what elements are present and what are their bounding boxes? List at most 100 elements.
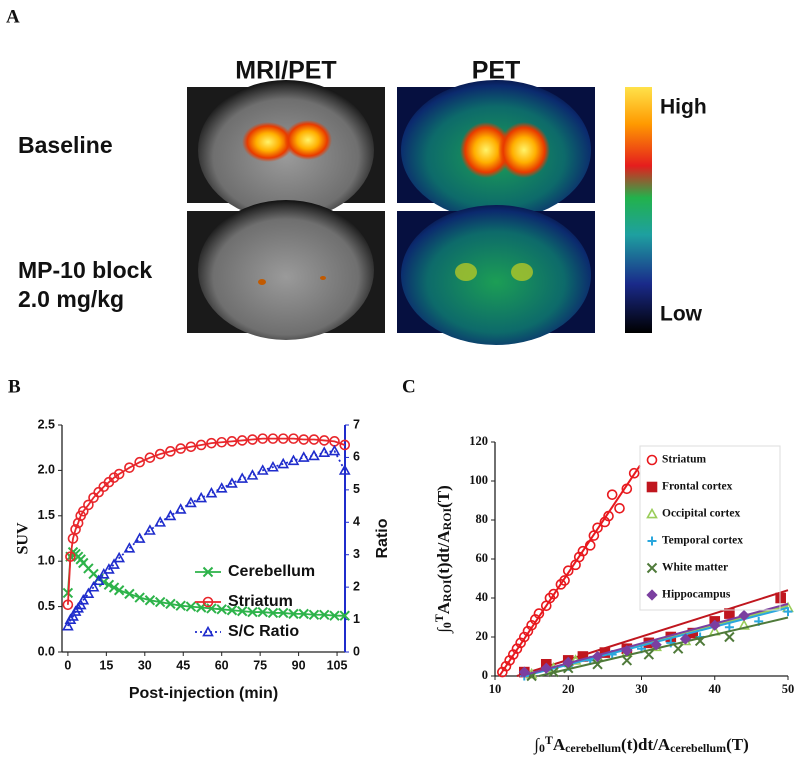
marker <box>113 468 125 480</box>
marker <box>288 433 299 444</box>
axis-label-part: cerebellum <box>565 741 621 755</box>
marker <box>206 603 217 614</box>
y-tick-label: 80 <box>476 512 489 526</box>
marker <box>62 619 74 631</box>
marker <box>277 433 289 444</box>
marker <box>628 467 640 479</box>
legend-label: Striatum <box>662 454 707 466</box>
marker <box>724 631 735 643</box>
marker <box>562 656 574 668</box>
mri-pet-block <box>187 200 385 340</box>
marker <box>603 510 614 522</box>
marker <box>540 662 552 674</box>
x-tick-label: 0 <box>64 658 71 672</box>
marker <box>606 489 618 500</box>
marker <box>108 558 120 569</box>
marker <box>584 540 596 551</box>
y2-tick-label: 3 <box>353 547 360 561</box>
x-tick-label: 90 <box>292 658 306 672</box>
y-tick-label: 2.0 <box>38 463 55 477</box>
fit-line <box>538 616 789 677</box>
marker <box>216 436 228 448</box>
y-tick-label: 20 <box>476 629 489 643</box>
marker <box>247 606 258 618</box>
marker <box>298 434 310 445</box>
panel-label: B <box>8 376 21 397</box>
fit-line <box>516 589 789 677</box>
pet-block <box>397 205 595 345</box>
x-tick-label: 45 <box>176 658 190 672</box>
pet-baseline <box>397 80 595 220</box>
column-header: MRI/PET <box>235 57 336 85</box>
legend-label: Striatum <box>228 593 293 610</box>
legend-label: Cerebellum <box>228 563 315 580</box>
y-tick-label: 0 <box>482 668 488 682</box>
x-tick-label: 15 <box>99 658 113 672</box>
colorbar <box>625 87 652 333</box>
marker <box>72 517 84 529</box>
marker <box>83 499 94 511</box>
y-tick-label: 0.0 <box>38 644 55 658</box>
marker <box>226 477 238 488</box>
axis-label-part: A <box>553 735 566 754</box>
marker <box>124 462 135 473</box>
marker <box>679 633 692 645</box>
marker <box>144 524 156 535</box>
marker <box>592 522 603 534</box>
legend-label: Hippocampus <box>662 589 731 601</box>
marker <box>87 580 100 592</box>
marker <box>92 574 105 586</box>
axis-label-part: (t)dt/A <box>621 735 671 754</box>
marker <box>672 643 684 654</box>
marker <box>518 666 530 678</box>
x-tick-label: 75 <box>253 658 267 672</box>
marker <box>646 481 658 493</box>
marker <box>236 435 248 446</box>
axis-label-part: 0 <box>440 622 454 628</box>
y-tick-label: 2.5 <box>38 417 55 431</box>
axis-label: Post-injection (min) <box>129 685 278 702</box>
legend-frame <box>639 445 781 611</box>
marker <box>621 655 633 666</box>
row-header: MP-10 block <box>18 257 152 283</box>
marker <box>164 509 177 521</box>
marker <box>256 464 269 475</box>
marker <box>202 625 214 637</box>
marker <box>113 551 126 563</box>
y-tick-label: 0.5 <box>38 599 55 613</box>
marker <box>175 443 186 454</box>
axis-label-part: ROI <box>440 579 454 602</box>
y-tick-label: 60 <box>476 551 489 565</box>
axis-label-part: (t)dt/A <box>434 530 453 580</box>
marker <box>339 610 350 621</box>
marker <box>563 662 574 674</box>
marker <box>614 502 625 514</box>
axis-label-part: (T) <box>726 735 749 754</box>
marker <box>297 451 310 462</box>
marker <box>226 605 238 616</box>
marker <box>133 532 146 543</box>
marker <box>82 587 95 599</box>
y-tick-label: 1.5 <box>38 508 55 522</box>
axis-label-part: 0 <box>539 741 545 755</box>
y-tick-label: 1.0 <box>38 553 55 567</box>
axis-label: ∫0TAROI(t)dt/AROI(T) <box>432 485 454 634</box>
marker <box>591 650 604 663</box>
marker <box>134 456 145 468</box>
marker <box>694 635 706 647</box>
x-tick-label: 30 <box>635 682 648 696</box>
marker <box>621 483 633 495</box>
marker <box>318 435 330 446</box>
marker <box>267 433 279 444</box>
marker <box>77 593 90 605</box>
x-tick-label: 50 <box>782 682 795 696</box>
marker <box>103 579 115 591</box>
marker <box>257 433 269 444</box>
marker <box>216 604 227 615</box>
marker <box>154 596 166 608</box>
marker <box>70 524 81 535</box>
y-tick-label: 40 <box>476 590 489 604</box>
marker <box>738 609 750 622</box>
marker <box>647 536 657 546</box>
